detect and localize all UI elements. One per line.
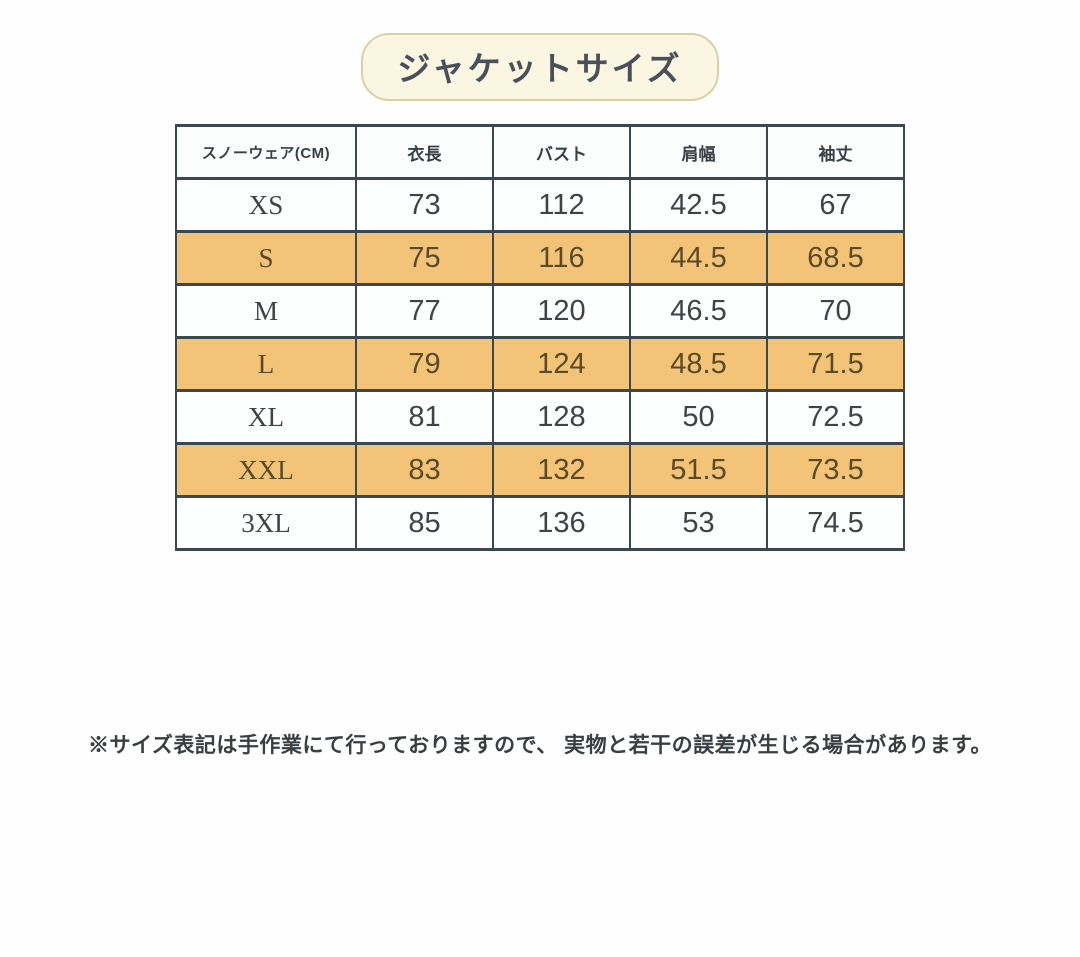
bust-value: 124 [492, 336, 631, 392]
table-row-xl: XL 81 128 50 72.5 [175, 389, 905, 445]
length-value: 79 [355, 336, 494, 392]
size-label: S [175, 230, 357, 286]
table-header-row: スノーウェア(CM) 衣長 バスト 肩幅 袖丈 [175, 124, 905, 180]
bust-value: 116 [492, 230, 631, 286]
size-label: 3XL [175, 495, 357, 551]
bust-value: 128 [492, 389, 631, 445]
shoulder-value: 50 [629, 389, 768, 445]
column-header-unit: スノーウェア(CM) [175, 124, 357, 180]
table-row-s: S 75 116 44.5 68.5 [175, 230, 905, 286]
length-value: 83 [355, 442, 494, 498]
size-label: XS [175, 177, 357, 233]
bust-value: 120 [492, 283, 631, 339]
size-label: L [175, 336, 357, 392]
shoulder-value: 48.5 [629, 336, 768, 392]
table-row-xxl: XXL 83 132 51.5 73.5 [175, 442, 905, 498]
column-header-sleeve: 袖丈 [766, 124, 905, 180]
shoulder-value: 44.5 [629, 230, 768, 286]
length-value: 85 [355, 495, 494, 551]
size-label: M [175, 283, 357, 339]
column-header-shoulder: 肩幅 [629, 124, 768, 180]
title-pill: ジャケットサイズ [361, 33, 719, 101]
length-value: 73 [355, 177, 494, 233]
length-value: 77 [355, 283, 494, 339]
shoulder-value: 42.5 [629, 177, 768, 233]
sleeve-value: 71.5 [766, 336, 905, 392]
size-table: スノーウェア(CM) 衣長 バスト 肩幅 袖丈 XS 73 112 42.5 6… [175, 124, 905, 551]
sleeve-value: 68.5 [766, 230, 905, 286]
sleeve-value: 70 [766, 283, 905, 339]
table-row-m: M 77 120 46.5 70 [175, 283, 905, 339]
table-row-xs: XS 73 112 42.5 67 [175, 177, 905, 233]
length-value: 81 [355, 389, 494, 445]
table-row-l: L 79 124 48.5 71.5 [175, 336, 905, 392]
page-title: ジャケットサイズ [397, 50, 683, 87]
column-header-length: 衣長 [355, 124, 494, 180]
table-row-3xl: 3XL 85 136 53 74.5 [175, 495, 905, 551]
length-value: 75 [355, 230, 494, 286]
size-label: XXL [175, 442, 357, 498]
sleeve-value: 73.5 [766, 442, 905, 498]
bust-value: 136 [492, 495, 631, 551]
column-header-bust: バスト [492, 124, 631, 180]
bust-value: 112 [492, 177, 631, 233]
sleeve-value: 67 [766, 177, 905, 233]
title-container: ジャケットサイズ [0, 0, 1080, 101]
shoulder-value: 46.5 [629, 283, 768, 339]
bust-value: 132 [492, 442, 631, 498]
size-label: XL [175, 389, 357, 445]
sleeve-value: 74.5 [766, 495, 905, 551]
size-disclaimer-note: ※サイズ表記は手作業にて行っておりますので、 実物と若干の誤差が生じる場合があり… [87, 734, 993, 757]
shoulder-value: 53 [629, 495, 768, 551]
sleeve-value: 72.5 [766, 389, 905, 445]
shoulder-value: 51.5 [629, 442, 768, 498]
